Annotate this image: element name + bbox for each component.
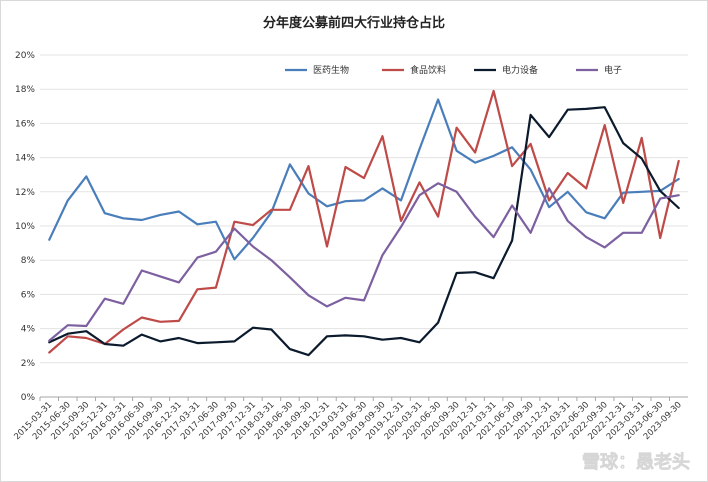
series-line-3	[48, 106, 680, 357]
series-line-1	[48, 98, 680, 261]
y-tick-label: 20%	[15, 51, 35, 61]
legend: 医药生物 食品饮料 电力设备 电子	[285, 64, 622, 76]
y-tick-label: 14%	[15, 154, 35, 164]
y-tick-label: 18%	[15, 85, 35, 95]
series-line-4	[48, 182, 680, 342]
legend-label: 医药生物	[313, 64, 349, 76]
legend-label: 电力设备	[502, 64, 538, 76]
y-tick-label: 2%	[21, 359, 36, 369]
series-lines	[48, 89, 680, 357]
legend-item: 电子	[576, 64, 622, 76]
legend-item: 电力设备	[474, 64, 538, 76]
watermark-text: 雪球：愚老头	[582, 451, 690, 473]
chart-title: 分年度公募前四大行业持仓占比	[263, 15, 445, 31]
legend-item: 食品饮料	[382, 64, 446, 76]
y-tick-label: 16%	[15, 119, 35, 129]
y-tick-label: 10%	[15, 222, 35, 232]
gridlines	[40, 54, 688, 398]
y-tick-label: 4%	[21, 325, 36, 335]
y-tick-label: 0%	[21, 393, 36, 403]
series-line-2	[48, 89, 680, 354]
y-axis-ticks: 0% 2% 4% 6% 8% 10% 12% 14% 16% 18% 20%	[15, 51, 35, 403]
legend-label: 食品饮料	[410, 64, 446, 76]
legend-label: 电子	[604, 64, 622, 76]
legend-item: 医药生物	[285, 64, 349, 76]
y-tick-label: 8%	[21, 256, 36, 266]
y-tick-label: 12%	[15, 188, 35, 198]
y-tick-label: 6%	[21, 290, 36, 300]
